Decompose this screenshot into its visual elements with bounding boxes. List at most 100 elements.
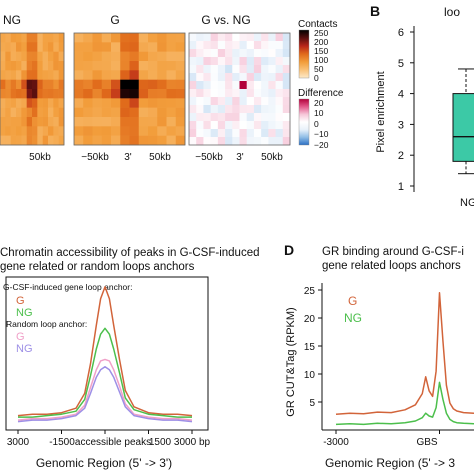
heatmap-cell — [138, 117, 149, 127]
heatmap-cell — [148, 61, 158, 71]
difference-cell — [246, 105, 255, 114]
panel-b-y-ticks: 1 2 3 4 5 6 — [398, 27, 414, 193]
difference-cell — [196, 137, 204, 146]
heatmap-cell — [58, 89, 65, 99]
difference-cell — [253, 81, 262, 90]
heatmap-cell — [111, 135, 121, 146]
heatmap-cell — [129, 42, 140, 52]
heatmap-cell — [157, 135, 167, 146]
difference-cell — [282, 105, 291, 114]
difference-cell — [253, 129, 262, 138]
heatmap-cell — [58, 126, 65, 136]
heatmap-cell — [10, 135, 17, 146]
y-tick-label: 2 — [398, 150, 404, 162]
heatmap-cell — [0, 89, 6, 99]
heatmap-cell — [53, 42, 59, 52]
heatmap-cell — [148, 51, 158, 62]
difference-scale-tick: 0 — [314, 119, 319, 129]
difference-scale-title: Difference — [298, 88, 344, 99]
heatmap-cell — [92, 51, 103, 62]
legend-ng-gr: NG — [344, 311, 362, 325]
difference-cell — [225, 33, 233, 42]
difference-cell — [189, 97, 197, 106]
difference-cell — [268, 57, 276, 66]
heatmap-x-tick: 3' — [236, 152, 244, 163]
heatmap-cell — [138, 89, 149, 99]
difference-cell — [275, 97, 284, 106]
heatmap-cell — [58, 98, 65, 108]
heatmap-cell — [37, 107, 43, 118]
heatmap-cell — [175, 70, 186, 80]
heatmap-cell — [120, 61, 130, 71]
difference-cell — [232, 49, 240, 58]
heatmap-cell — [83, 51, 93, 62]
difference-cell — [203, 129, 211, 138]
heatmap-cell — [111, 107, 121, 118]
difference-cell — [232, 105, 240, 114]
heatmap-cell — [129, 98, 140, 108]
difference-cell — [268, 113, 276, 122]
difference-cell — [239, 49, 248, 58]
panel-c-xlabel: Genomic Region (5' -> 3') — [36, 456, 172, 470]
panel-letter-d: D — [284, 242, 294, 258]
heatmap-cell — [5, 117, 11, 127]
heatmap-cell — [92, 79, 103, 90]
difference-cell — [268, 97, 276, 106]
heatmap-cell — [42, 117, 49, 127]
difference-cell — [261, 113, 269, 122]
heatmap-cell — [92, 89, 103, 99]
heatmap-cell — [42, 135, 49, 146]
difference-cell — [275, 137, 284, 146]
heatmap-cell — [32, 70, 38, 80]
difference-cell — [253, 49, 262, 58]
difference-cell — [246, 57, 255, 66]
heatmap-cell — [32, 126, 38, 136]
difference-cell — [232, 73, 240, 82]
difference-cell — [232, 129, 240, 138]
difference-cell — [210, 113, 219, 122]
heatmap-cell — [120, 70, 130, 80]
heatmap-cell — [21, 70, 27, 80]
difference-cell — [203, 121, 211, 130]
difference-cell — [282, 89, 291, 98]
contacts-scale-title: Contacts — [298, 19, 337, 30]
heatmap-cell — [129, 51, 140, 62]
panel-c-title-line1: Chromatin accessibility of peaks in G-CS… — [0, 247, 260, 259]
heatmap-cell — [138, 51, 149, 62]
heatmap-x-tick: 50kb — [149, 152, 171, 163]
heatmap-cell — [148, 33, 158, 43]
difference-cell — [196, 121, 204, 130]
difference-cell — [246, 129, 255, 138]
heatmap-cell — [16, 126, 22, 136]
difference-cell — [246, 89, 255, 98]
difference-cell — [246, 113, 255, 122]
heatmap-g — [74, 33, 186, 146]
difference-cell — [217, 65, 226, 74]
heatmap-cell — [129, 107, 140, 118]
difference-cell — [189, 113, 197, 122]
difference-cell — [217, 57, 226, 66]
difference-cell — [225, 113, 233, 122]
heatmap-cell — [138, 126, 149, 136]
legend-g-gcsf: G — [16, 295, 25, 307]
heatmap-cell — [74, 33, 84, 43]
panel-c-x-tick: -1500 — [49, 437, 75, 448]
heatmap-cell — [48, 51, 54, 62]
difference-cell — [210, 33, 219, 42]
difference-cell — [268, 49, 276, 58]
panel-b-ylabel: Pixel enrichment — [375, 71, 387, 152]
difference-cell — [196, 65, 204, 74]
heatmap-cell — [157, 126, 167, 136]
heatmap-cell — [42, 89, 49, 99]
difference-cell — [217, 129, 226, 138]
panel-c-x-tick: 1500 — [149, 437, 172, 448]
difference-cell — [246, 137, 255, 146]
difference-cell — [217, 41, 226, 50]
heatmap-cell — [0, 42, 6, 52]
difference-cell — [225, 105, 233, 114]
difference-cell — [275, 33, 284, 42]
heatmap-cell — [83, 70, 93, 80]
difference-cell — [282, 33, 291, 42]
difference-cell — [196, 57, 204, 66]
difference-cell — [225, 129, 233, 138]
